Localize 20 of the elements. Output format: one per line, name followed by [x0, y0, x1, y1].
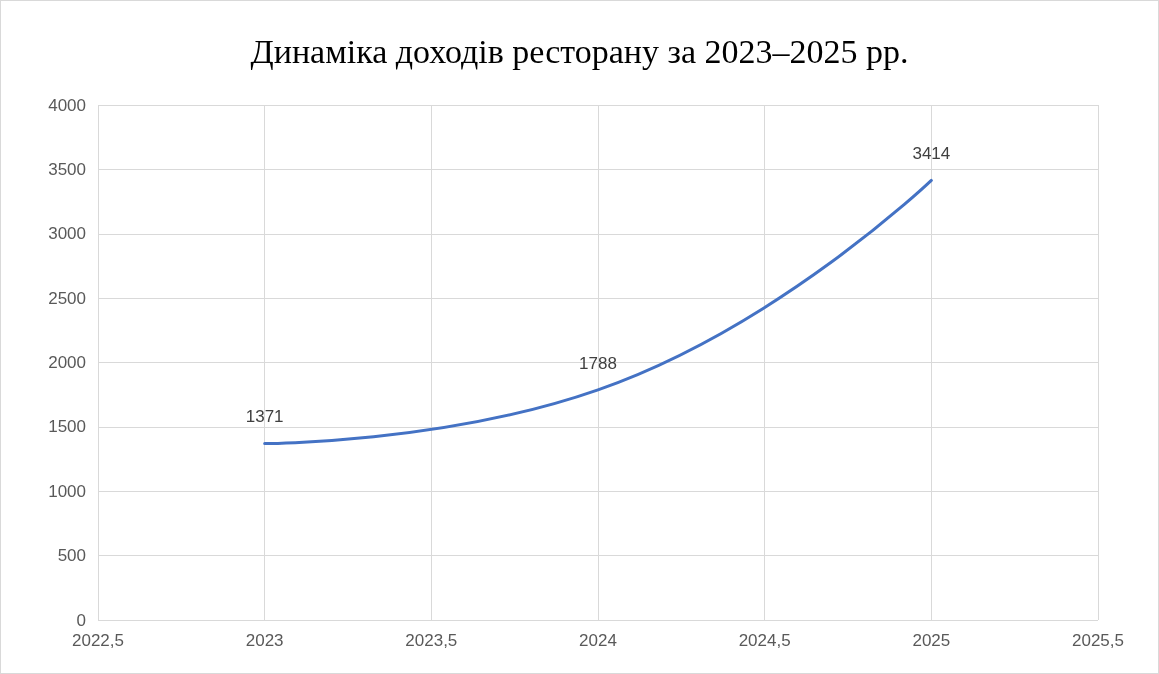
x-tick-label: 2023,5 — [405, 631, 458, 650]
y-tick-label: 3000 — [48, 224, 86, 244]
x-tick-label: 2025,5 — [1072, 631, 1124, 650]
x-tick-label: 2025 — [912, 631, 951, 650]
y-tick-label: 500 — [57, 546, 86, 566]
y-tick-label: 2000 — [48, 353, 86, 372]
y-tick-label: 1500 — [48, 417, 86, 437]
chart-title: Динаміка доходів ресторану за 2023–2025 рр. — [250, 32, 909, 70]
data-label: 1788 — [579, 353, 617, 373]
data-label: 1371 — [245, 407, 284, 427]
y-tick-label: 1000 — [48, 481, 86, 501]
x-tick-label: 2023 — [245, 631, 284, 650]
x-tick-label: 2024,5 — [738, 631, 791, 650]
y-tick-label: 2500 — [48, 288, 86, 308]
x-tick-label: 2022,5 — [72, 631, 124, 650]
data-label: 3414 — [912, 144, 951, 164]
x-tick-label: 2024 — [579, 631, 617, 650]
y-tick-label: 4000 — [48, 95, 86, 115]
y-tick-label: 0 — [76, 610, 86, 630]
y-tick-label: 3500 — [48, 159, 86, 179]
